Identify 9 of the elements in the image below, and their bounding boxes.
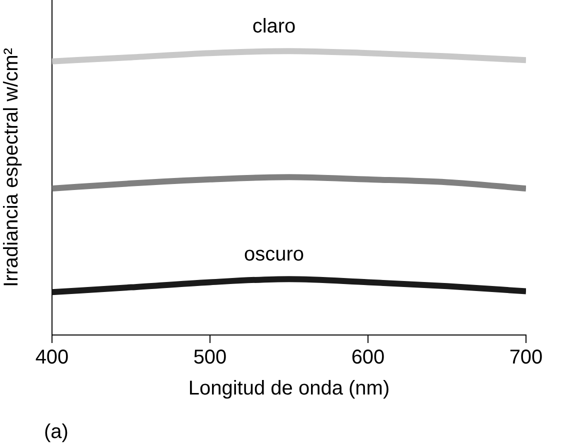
- text: (a): [44, 421, 68, 443]
- x-axis-title: Longitud de onda (nm): [188, 378, 390, 400]
- series-label: claro: [252, 16, 296, 38]
- x-tick-label: 500: [193, 346, 227, 369]
- x-tick-label: 600: [351, 346, 385, 369]
- x-tick-label: 700: [509, 346, 543, 369]
- y-axis-title: Irradiancia espectral w/cm²: [0, 48, 23, 287]
- x-tick-label: 400: [35, 346, 69, 369]
- series-label: oscuro: [244, 244, 304, 266]
